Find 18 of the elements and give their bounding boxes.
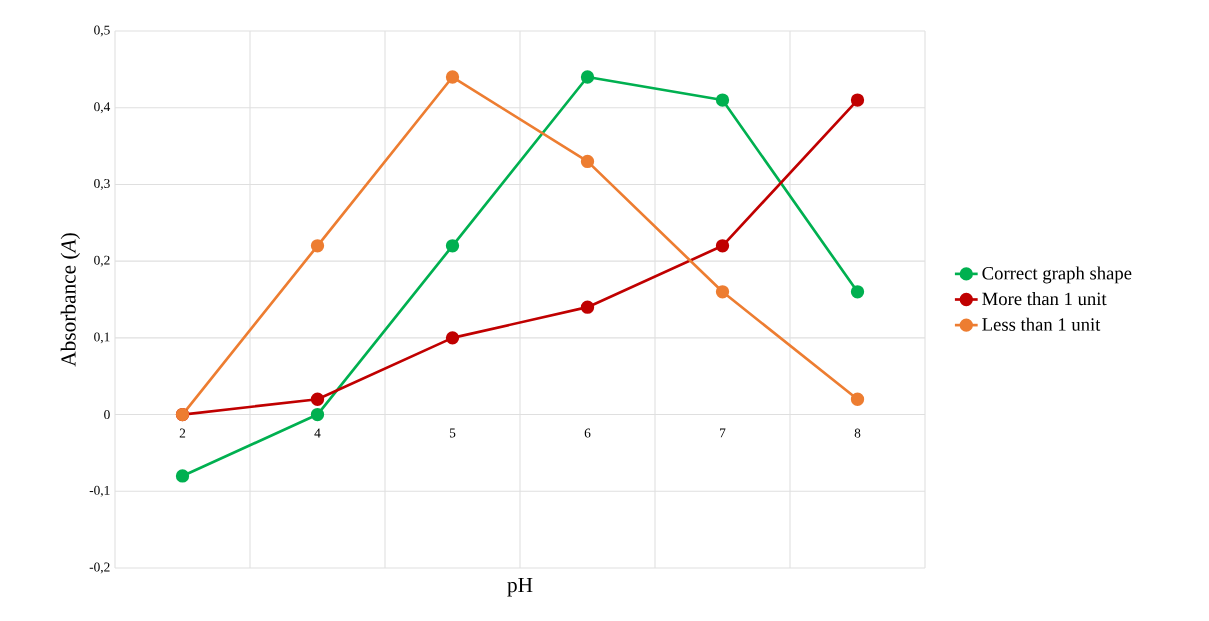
x-tick-label: 7	[720, 428, 726, 438]
x-axis-title: pH	[507, 578, 533, 597]
x-tick-label: 2	[179, 428, 186, 438]
x-tick-label: 6	[584, 428, 591, 438]
y-tick-label: 0,2	[94, 255, 110, 267]
y-tick-label: -0,1	[89, 485, 110, 497]
x-tick-label: 8	[854, 428, 861, 438]
y-tick-label: 0,5	[94, 25, 110, 37]
x-tick-label: 4	[314, 428, 321, 438]
y-tick-label: 0	[104, 410, 110, 420]
y-tick-label: 0,4	[94, 102, 111, 114]
legend-label: Less than 1 unit	[982, 317, 1101, 331]
y-tick-label: -0,2	[89, 562, 110, 574]
y-tick-label: 0,1	[94, 332, 110, 344]
legend-label: Correct graph shape	[982, 266, 1132, 284]
x-tick-label: 5	[449, 428, 456, 438]
y-tick-label: 0,3	[94, 178, 110, 190]
legend-label: More than 1 unit	[982, 292, 1107, 306]
